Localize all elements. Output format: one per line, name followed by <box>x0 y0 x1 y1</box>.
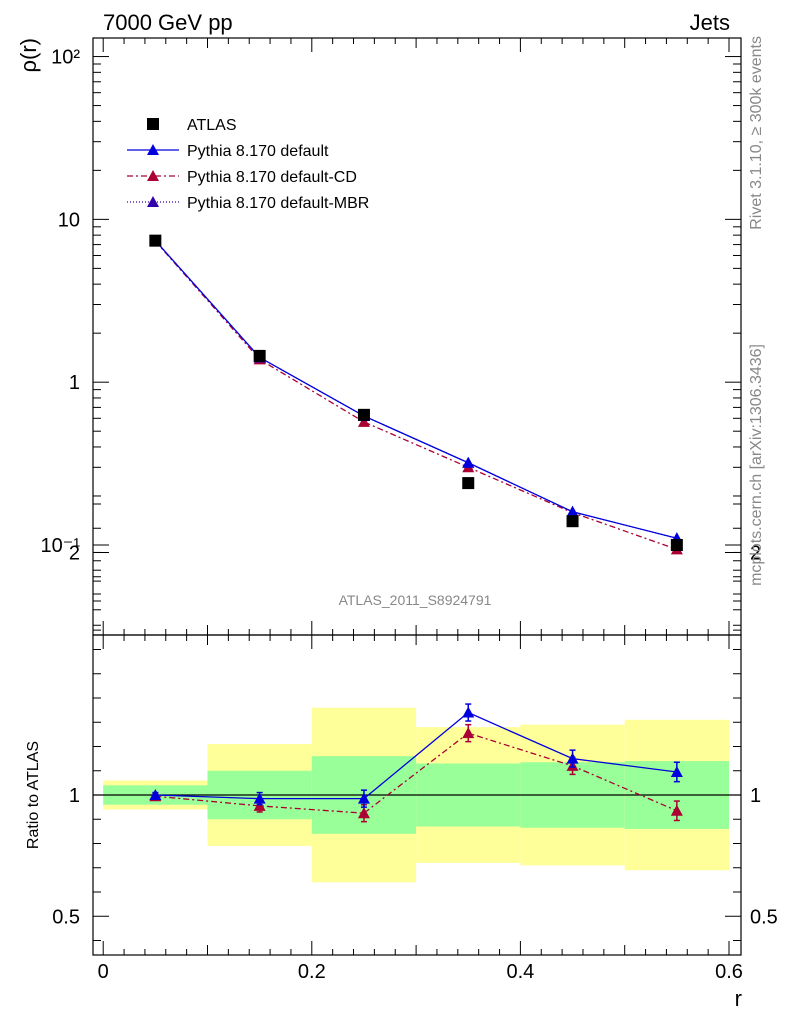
legend-marker-dotted <box>147 196 159 207</box>
ratio-point-dashdot <box>462 727 475 739</box>
ratio-line-solid <box>155 711 677 800</box>
main-y-tick-label: 1 <box>69 372 80 394</box>
series-lines <box>154 240 678 814</box>
legend-entry: Pythia 8.170 default-CD <box>187 169 357 186</box>
ratio-point-solid <box>462 706 475 718</box>
legend-entry: ATLAS <box>187 117 237 134</box>
ratio-point-solid <box>670 765 683 777</box>
atlas-data-point <box>566 515 579 528</box>
x-axis-label: r <box>735 986 742 1011</box>
rivet-label: Rivet 3.1.10, ≥ 300k events <box>748 36 765 230</box>
atlas-data-point <box>357 408 370 421</box>
atlas-data-point <box>462 477 475 490</box>
atlas-data-point <box>670 538 683 551</box>
legend-entry: Pythia 8.170 default <box>187 143 329 160</box>
ratio-y-tick-label-left: 1 <box>69 785 80 807</box>
ratio-y-tick-label-right: 0.5 <box>750 906 778 928</box>
x-tick-label: 0 <box>98 961 109 983</box>
main-line-solid <box>154 240 678 539</box>
ratio-point-solid <box>566 752 579 764</box>
ratio-y-tick-label-right: 2 <box>750 543 761 565</box>
main-point-solid <box>462 456 475 468</box>
main-line-dashdot <box>154 240 678 550</box>
main-point-dashdot <box>357 415 370 427</box>
ratio-point-dashdot <box>357 807 370 819</box>
legend-entry: Pythia 8.170 default-MBR <box>187 195 369 212</box>
ratio-point-solid <box>253 792 266 804</box>
ratio-point-solid <box>149 789 162 800</box>
header-right-title: Jets <box>690 10 730 35</box>
main-point-solid <box>566 505 579 517</box>
ratio-y-tick-label-right: 1 <box>750 785 761 807</box>
atlas-data-point <box>253 349 266 362</box>
main-y-tick-label: 10 <box>58 209 80 231</box>
x-tick-label: 0.4 <box>506 961 534 983</box>
ratio-y-tick-label-left: 0.5 <box>52 906 80 928</box>
ratio-y-axis-label: Ratio to ATLAS <box>25 741 42 849</box>
axis-ticks <box>93 38 741 955</box>
header-left-title: 7000 GeV pp <box>103 10 233 35</box>
x-tick-label: 0.6 <box>715 961 743 983</box>
main-y-tick-label: 10² <box>51 47 80 69</box>
ratio-y-tick-label-left: 2 <box>69 543 80 565</box>
main-y-tick-label: 10⁻¹ <box>41 535 81 557</box>
mcplots-label: mcplots.cern.ch [arXiv:1306.3436] <box>748 344 765 586</box>
analysis-label: ATLAS_2011_S8924791 <box>339 592 492 608</box>
legend-marker-dashdot <box>147 170 159 181</box>
main-line-dotted <box>154 240 678 539</box>
ratio-line-dashdot <box>155 732 678 814</box>
axis-labels: 0 0.2 0.4 0.6 10⁻¹ 1 10 10² 0.5 0.5 1 1 2 2 <box>41 47 778 983</box>
legend-marker-solid <box>147 144 159 155</box>
x-tick-label: 0.2 <box>298 961 326 983</box>
ratio-point-dashdot <box>670 804 683 816</box>
ratio-point-solid <box>357 792 370 804</box>
main-y-axis-label: ρ(r) <box>16 38 41 73</box>
series-markers <box>149 234 683 823</box>
atlas-data-point <box>149 234 162 247</box>
legend: ATLAS Pythia 8.170 default Pythia 8.170 de… <box>127 117 369 212</box>
legend-atlas-marker <box>147 118 159 130</box>
